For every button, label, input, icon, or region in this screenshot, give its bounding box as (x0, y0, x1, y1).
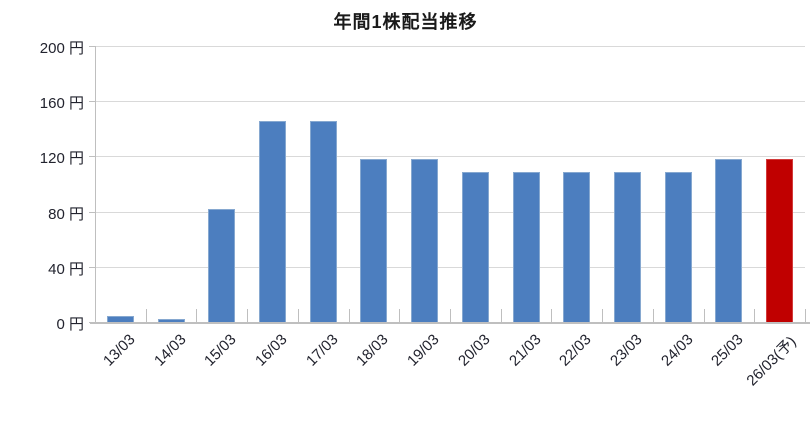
bar (360, 159, 388, 322)
y-axis-label: 40 円 (48, 260, 84, 278)
bar (259, 121, 286, 322)
y-axis-label: 160 円 (39, 95, 84, 113)
x-axis-tick (602, 309, 604, 322)
y-axis-tick (89, 46, 95, 47)
x-axis-tick (145, 309, 147, 322)
chart-title: 年間1株配当推移 (333, 12, 478, 32)
y-axis-tick (89, 211, 95, 213)
y-axis-line (95, 46, 96, 323)
bar (411, 159, 439, 322)
bar (461, 172, 489, 322)
bar (106, 316, 134, 322)
bar (309, 121, 337, 322)
x-axis-tick (703, 309, 705, 322)
bar (563, 172, 591, 322)
plot-area (95, 46, 805, 322)
x-axis-tick (500, 309, 502, 322)
y-axis-label: 200 円 (39, 40, 84, 57)
y-axis-label: 0 円 (56, 316, 84, 333)
x-axis-line (90, 322, 810, 324)
y-axis-tick (89, 101, 95, 103)
gridline (95, 101, 805, 103)
y-axis-tick (89, 266, 95, 268)
x-axis-tick (196, 309, 198, 322)
bar (208, 209, 236, 322)
x-axis-tick (754, 309, 756, 322)
x-axis-label: 23/03 (606, 331, 646, 370)
x-axis-label: 21/03 (505, 331, 545, 370)
x-axis-tick (450, 309, 451, 322)
x-axis-tick (297, 309, 299, 322)
gridline (95, 211, 805, 213)
bar-forecast (766, 159, 794, 322)
x-axis-tick (551, 309, 553, 322)
y-axis-label: 80 円 (48, 205, 84, 223)
gridline (95, 266, 805, 268)
x-axis-label: 18/03 (353, 331, 392, 370)
x-axis-label: 19/03 (404, 331, 443, 370)
x-axis-label: 14/03 (150, 331, 190, 370)
x-axis-tick (348, 309, 350, 322)
x-axis-label: 25/03 (708, 331, 747, 370)
x-axis-tick (247, 309, 249, 322)
bar (664, 172, 692, 322)
y-axis-label: 120 円 (39, 150, 84, 168)
x-axis-tick (805, 309, 806, 322)
bar (512, 172, 540, 322)
y-axis-tick (89, 156, 95, 158)
bar (157, 319, 185, 322)
x-axis-label: 22/03 (556, 331, 595, 370)
gridline (95, 46, 805, 47)
x-axis-label: 20/03 (454, 331, 494, 370)
x-axis-label: 13/03 (99, 331, 139, 370)
bar (614, 172, 641, 322)
x-axis-label: 26/03(予) (743, 333, 800, 390)
x-axis-tick (95, 309, 96, 322)
x-axis-tick (399, 309, 401, 322)
bar (715, 159, 743, 322)
y-axis-tick (89, 322, 95, 323)
x-axis-label: 16/03 (251, 331, 291, 370)
gridline (95, 156, 805, 158)
x-axis-label: 17/03 (302, 331, 342, 370)
x-axis-label: 15/03 (201, 331, 240, 370)
x-axis-tick (652, 309, 654, 322)
x-axis-label: 24/03 (657, 331, 697, 370)
